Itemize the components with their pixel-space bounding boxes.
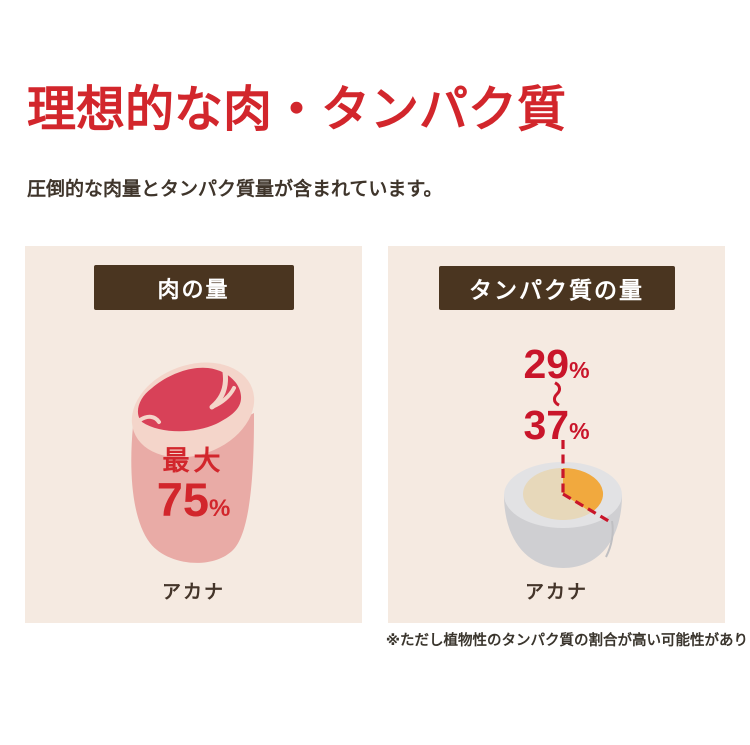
protein-panel-header: タンパク質の量 bbox=[438, 266, 675, 310]
protein-range-min: 29% bbox=[388, 344, 725, 385]
eggshell-seam bbox=[605, 520, 614, 558]
meat-value-number: 75 bbox=[156, 473, 209, 526]
meat-surface bbox=[137, 367, 242, 432]
egg-half-pie-icon bbox=[504, 440, 622, 568]
slice-marker-diagonal bbox=[562, 492, 613, 525]
protein-range-max: 37% bbox=[388, 405, 725, 446]
protein-max-number: 37 bbox=[523, 402, 570, 448]
protein-min-unit: % bbox=[569, 357, 590, 383]
meat-amount-panel: 肉の量 最大 75% アカナ bbox=[25, 246, 362, 623]
brand-label-meat: アカナ bbox=[161, 582, 225, 603]
meat-value: 75% bbox=[25, 476, 362, 523]
footnote: ※ただし植物性のタンパク質の割合が高い可能性があり bbox=[385, 633, 748, 649]
meat-steak-icon bbox=[131, 362, 255, 563]
marbling-streak bbox=[138, 414, 161, 424]
meat-value-prefix: 最大 bbox=[162, 446, 225, 476]
marbling-streak bbox=[210, 386, 236, 409]
page-title: 理想的な肉・タンパク質 bbox=[27, 83, 567, 137]
egg-yolk-slice bbox=[563, 468, 604, 513]
protein-amount-panel: タンパク質の量 29% 〜 37% アカナ bbox=[388, 246, 725, 623]
brand-label-protein: アカナ bbox=[524, 582, 588, 603]
protein-max-unit: % bbox=[569, 418, 590, 444]
protein-min-number: 29 bbox=[523, 341, 570, 387]
meat-panel-header: 肉の量 bbox=[93, 265, 294, 310]
page-subtitle: 圧倒的な肉量とタンパク質量が含まれています。 bbox=[27, 179, 443, 200]
meat-value-unit: % bbox=[208, 495, 231, 522]
